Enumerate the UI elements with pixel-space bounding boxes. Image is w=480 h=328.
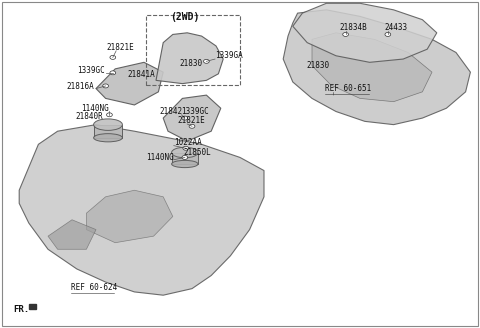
Text: 21830: 21830 <box>179 59 202 68</box>
Text: 21821E: 21821E <box>178 116 205 125</box>
Ellipse shape <box>172 147 198 158</box>
Text: 24433: 24433 <box>384 23 407 32</box>
Text: 1140NG: 1140NG <box>81 104 108 113</box>
Text: 21842: 21842 <box>159 107 182 116</box>
Text: 1339GA: 1339GA <box>215 51 243 60</box>
Text: REF 60-651: REF 60-651 <box>325 84 372 93</box>
Circle shape <box>183 146 189 150</box>
Polygon shape <box>86 190 173 243</box>
Circle shape <box>107 113 112 117</box>
Circle shape <box>189 124 195 128</box>
Circle shape <box>385 32 391 36</box>
Text: 21830: 21830 <box>306 61 329 70</box>
Bar <box>146 15 240 85</box>
Circle shape <box>204 59 209 63</box>
Text: 1339GC: 1339GC <box>77 66 105 75</box>
Polygon shape <box>312 33 432 102</box>
Circle shape <box>343 32 348 36</box>
Text: 1339GC: 1339GC <box>181 107 209 116</box>
Circle shape <box>182 155 188 159</box>
Text: FR.: FR. <box>13 305 30 314</box>
Polygon shape <box>19 125 264 295</box>
Ellipse shape <box>94 119 122 131</box>
Text: 21821E: 21821E <box>107 43 134 52</box>
Polygon shape <box>172 153 198 164</box>
Text: (2WD): (2WD) <box>170 12 200 22</box>
Polygon shape <box>94 125 122 138</box>
Text: 21850L: 21850L <box>183 148 211 157</box>
Text: 21834B: 21834B <box>340 23 368 32</box>
Text: REF 60-624: REF 60-624 <box>71 283 117 292</box>
Polygon shape <box>48 220 96 249</box>
Text: 21841A: 21841A <box>127 70 155 79</box>
Text: 1022AA: 1022AA <box>174 138 202 147</box>
Text: 21840R: 21840R <box>76 112 104 121</box>
Polygon shape <box>96 62 163 105</box>
Ellipse shape <box>172 160 198 168</box>
Circle shape <box>103 84 108 88</box>
Bar <box>29 304 36 309</box>
Circle shape <box>110 71 116 75</box>
Circle shape <box>182 116 188 120</box>
Text: 21816A: 21816A <box>66 82 94 91</box>
Circle shape <box>110 55 116 59</box>
Polygon shape <box>293 3 437 62</box>
Polygon shape <box>283 10 470 125</box>
Polygon shape <box>163 95 221 141</box>
Ellipse shape <box>94 134 122 142</box>
Text: 1140NG: 1140NG <box>146 153 174 162</box>
Polygon shape <box>156 33 223 84</box>
